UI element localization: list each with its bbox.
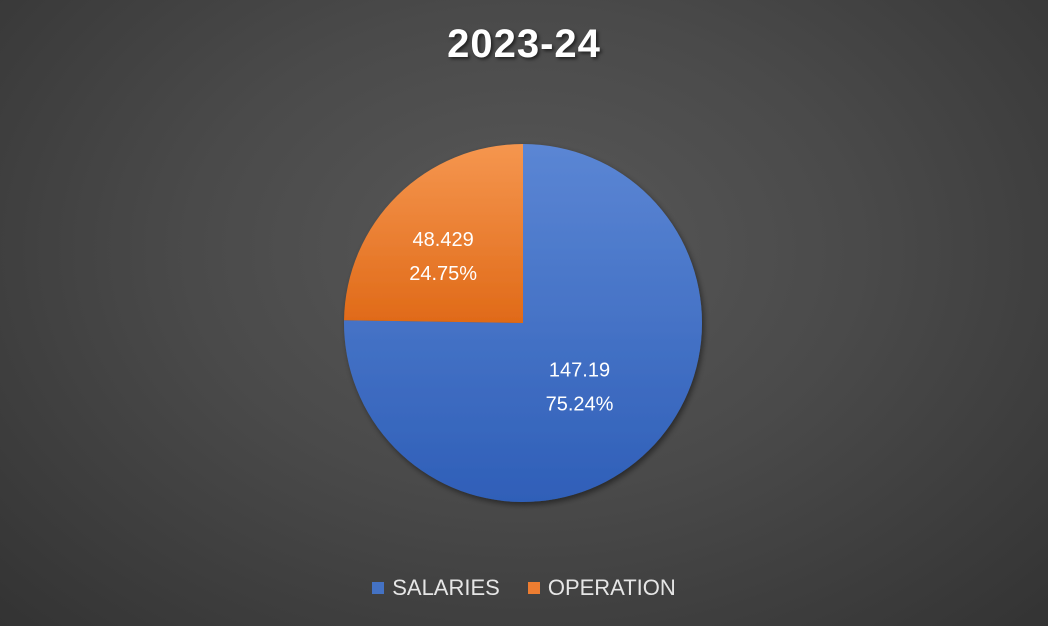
legend-label-salaries: SALARIES — [392, 575, 500, 600]
chart-title: 2023-24 — [447, 22, 601, 66]
legend-swatch-salaries — [372, 582, 385, 594]
data-label-value-operation: 48.429 — [413, 229, 474, 251]
legend-item-salaries: SALARIES — [372, 575, 500, 601]
legend-swatch-operation — [527, 582, 540, 594]
data-label-value-salaries: 147.19 — [549, 359, 610, 381]
data-label-percent-salaries: 75.24% — [546, 393, 614, 415]
data-label-percent-operation: 24.75% — [409, 263, 477, 285]
chart-legend: SALARIES OPERATION — [0, 575, 1048, 601]
pie-slice-operation — [344, 144, 523, 323]
legend-item-operation: OPERATION — [527, 575, 676, 601]
legend-label-operation: OPERATION — [547, 575, 676, 600]
